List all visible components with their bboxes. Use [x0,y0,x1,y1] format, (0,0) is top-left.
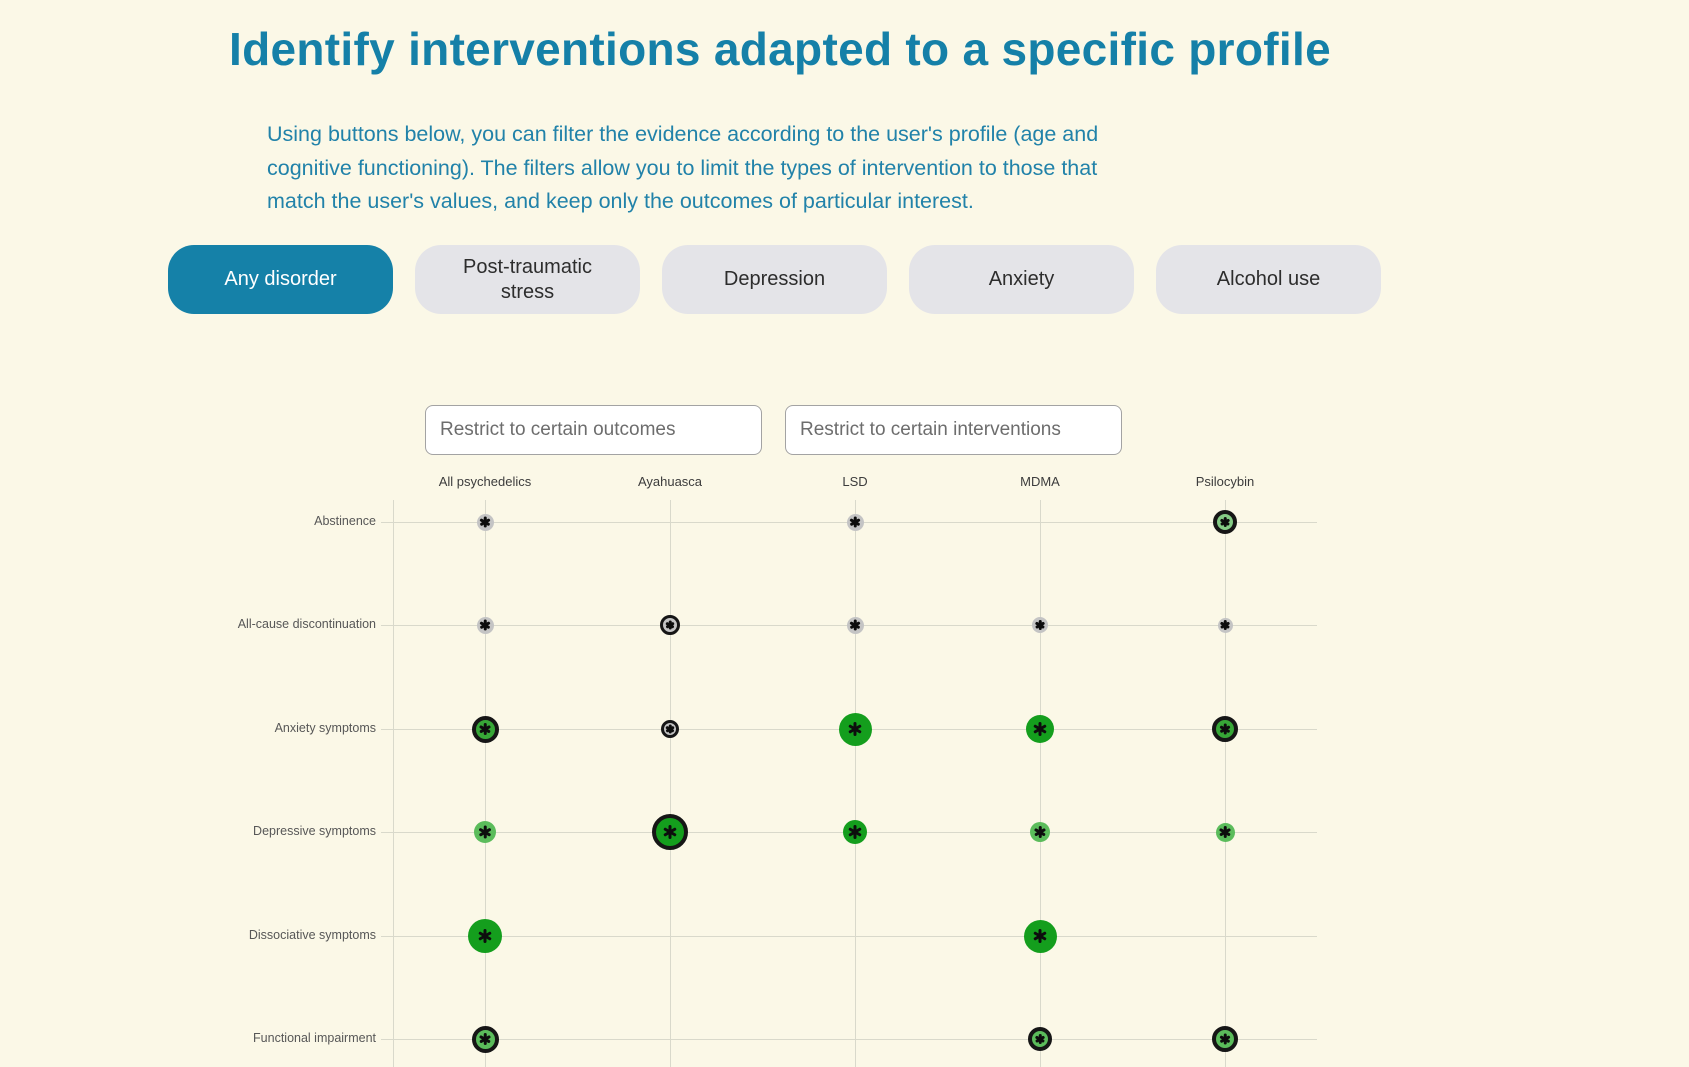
description-line: cognitive functioning). The filters allo… [267,155,1098,180]
evidence-dot[interactable] [476,616,494,634]
evidence-dot[interactable] [652,814,688,850]
column-gridline [855,500,856,1067]
row-label: Functional impairment [253,1031,376,1045]
evidence-dot[interactable] [474,821,496,843]
row-gridline [381,1039,1317,1040]
y-axis-line [393,500,394,1067]
evidence-dot[interactable] [846,513,864,531]
column-gridline [670,500,671,1067]
evidence-dot[interactable] [471,1025,499,1053]
row-gridline [381,936,1317,937]
column-label: Psilocybin [1195,474,1255,489]
evidence-dot[interactable] [1032,617,1048,633]
row-label: Abstinence [314,514,376,528]
description-line: match the user's values, and keep only t… [267,189,974,213]
row-label: Depressive symptoms [253,824,376,838]
outcomes-filter-input[interactable] [425,405,762,455]
column-label: Ayahuasca [637,474,703,489]
page-description: Using buttons below, you can filter the … [267,118,1287,219]
page-title: Identify interventions adapted to a spec… [229,23,1331,75]
filter-button-alcohol-use[interactable]: Alcohol use [1156,245,1381,314]
evidence-dot[interactable] [1212,1026,1238,1052]
row-label: All-cause discontinuation [237,617,376,631]
evidence-dot[interactable] [661,720,679,738]
column-gridline [485,500,486,1067]
evidence-dot[interactable] [476,513,494,531]
evidence-dot[interactable] [471,715,499,743]
evidence-dot[interactable] [1026,715,1054,743]
column-label: MDMA [1020,474,1060,489]
disorder-filter-group: Any disorder Post-traumatic stress Depre… [168,245,1381,314]
evidence-dot[interactable] [1217,617,1233,633]
row-label: Dissociative symptoms [248,928,376,942]
filter-button-anxiety[interactable]: Anxiety [909,245,1134,314]
filter-button-depression[interactable]: Depression [662,245,887,314]
interventions-filter-input[interactable] [785,405,1122,455]
row-label: Anxiety symptoms [274,721,376,735]
evidence-dot[interactable] [1023,919,1057,953]
column-label: LSD [842,474,868,489]
evidence-dot[interactable] [1028,1027,1052,1051]
evidence-dot[interactable] [1215,822,1235,842]
column-label: All psychedelics [438,474,532,489]
evidence-dot[interactable] [846,616,864,634]
filter-button-post-traumatic-stress[interactable]: Post-traumatic stress [415,245,640,314]
column-gridline [1040,500,1041,1067]
evidence-dot[interactable] [838,712,872,746]
description-line: Using buttons below, you can filter the … [267,122,1099,146]
evidence-dot[interactable] [843,820,867,844]
evidence-dot[interactable] [468,919,502,953]
evidence-dot[interactable] [1213,510,1237,534]
evidence-dot[interactable] [660,615,680,635]
evidence-dot[interactable] [1212,716,1238,742]
filter-button-any-disorder[interactable]: Any disorder [168,245,393,314]
column-gridline [1225,500,1226,1067]
evidence-dot[interactable] [1030,822,1050,842]
